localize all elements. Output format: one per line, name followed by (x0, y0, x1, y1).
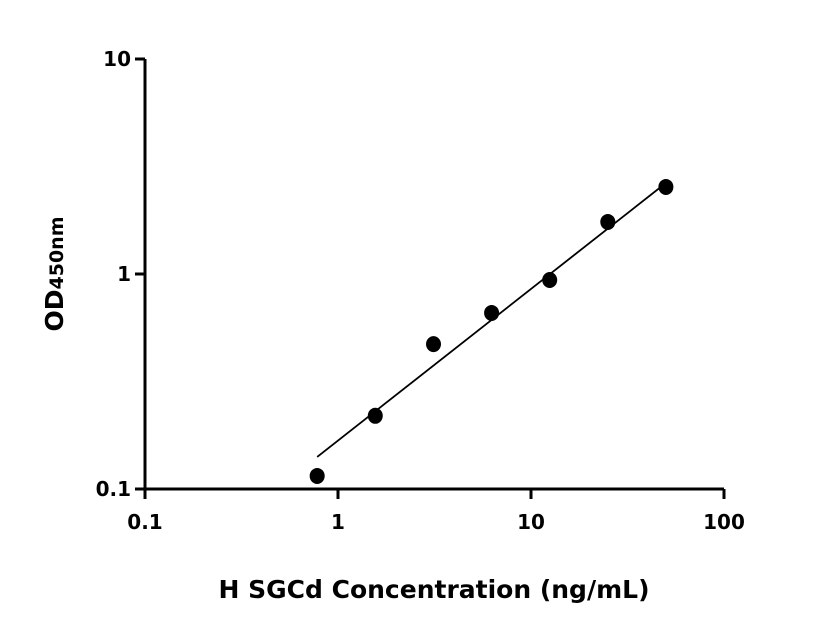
y-axis-label-main: OD (40, 289, 69, 331)
data-point (309, 467, 325, 484)
data-point (542, 271, 558, 288)
x-tick-label: 100 (703, 510, 745, 534)
data-point (367, 407, 383, 424)
y-tick-label: 0.1 (96, 477, 131, 501)
tick-group: 0.1 1 10 100 0.1 1 10 (96, 47, 745, 534)
x-tick-label: 0.1 (127, 510, 162, 534)
x-tick-label: 10 (517, 510, 545, 534)
y-axis-label: OD450nm (40, 216, 69, 331)
y-tick-label: 1 (117, 262, 131, 286)
x-tick-label: 1 (331, 510, 345, 534)
data-marks (309, 178, 674, 484)
y-tick-label: 10 (103, 47, 131, 71)
y-axis-label-sub: 450nm (46, 216, 68, 289)
axes (143, 59, 724, 491)
x-axis-label: H SGCd Concentration (ng/mL) (219, 575, 650, 604)
data-point (600, 213, 616, 230)
data-point (484, 304, 500, 321)
data-point (658, 178, 674, 195)
data-point (426, 336, 442, 353)
